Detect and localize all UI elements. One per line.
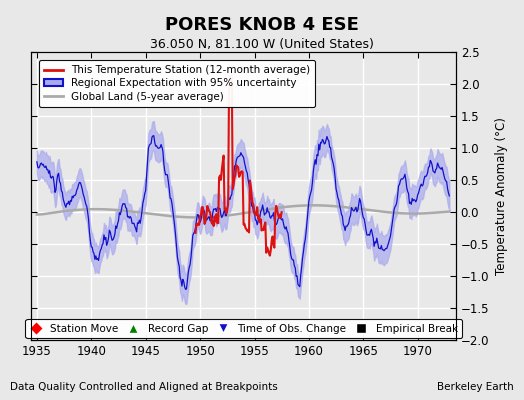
Text: 36.050 N, 81.100 W (United States): 36.050 N, 81.100 W (United States): [150, 38, 374, 51]
Y-axis label: Temperature Anomaly (°C): Temperature Anomaly (°C): [495, 117, 508, 275]
Text: PORES KNOB 4 ESE: PORES KNOB 4 ESE: [165, 16, 359, 34]
Legend: Station Move, Record Gap, Time of Obs. Change, Empirical Break: Station Move, Record Gap, Time of Obs. C…: [26, 319, 462, 338]
Text: Data Quality Controlled and Aligned at Breakpoints: Data Quality Controlled and Aligned at B…: [10, 382, 278, 392]
Text: Berkeley Earth: Berkeley Earth: [437, 382, 514, 392]
